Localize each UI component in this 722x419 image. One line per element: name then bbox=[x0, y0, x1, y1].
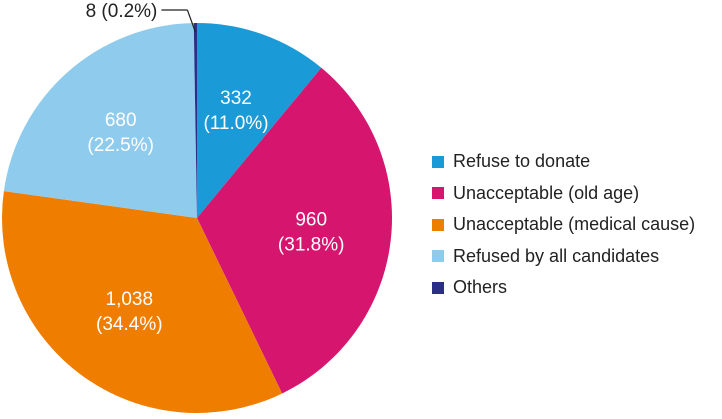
legend-item: Refuse to donate bbox=[432, 146, 695, 178]
legend-label: Unacceptable (medical cause) bbox=[453, 214, 696, 235]
slice-value-label: 680 bbox=[105, 110, 137, 131]
legend-label: Others bbox=[453, 277, 508, 298]
legend-item: Refused by all candidates bbox=[432, 241, 695, 273]
slice-value-label: 960 bbox=[295, 210, 327, 231]
legend-swatch bbox=[432, 155, 444, 168]
slice-value-label: 332 bbox=[220, 88, 252, 109]
pie-slice bbox=[3, 23, 198, 219]
slice-percent-label: (31.8%) bbox=[278, 235, 345, 256]
legend-item: Unacceptable (old age) bbox=[432, 178, 695, 210]
slice-percent-label: (11.0%) bbox=[203, 113, 268, 134]
callout-leader-tick bbox=[186, 9, 196, 33]
pie-slices bbox=[2, 23, 392, 414]
legend-swatch bbox=[432, 187, 444, 200]
slice-percent-label: (22.5%) bbox=[87, 135, 154, 156]
slice-percent-label: (34.4%) bbox=[96, 314, 163, 335]
legend-label: Unacceptable (old age) bbox=[453, 182, 640, 203]
small-slice-callout: 8 (0.2%) bbox=[86, 1, 196, 33]
pie-slice-labels: 332 (11.0%) 960 (31.8%) 1,038 (34.4%) 680 (22.5… bbox=[87, 88, 344, 335]
legend-swatch bbox=[432, 218, 444, 231]
legend-label: Refuse to donate bbox=[453, 151, 591, 172]
chart-legend: Refuse to donate Unacceptable (old age) Un… bbox=[432, 146, 695, 304]
legend-item: Others bbox=[432, 272, 695, 304]
legend-swatch bbox=[432, 250, 444, 263]
callout-label-others: 8 (0.2%) bbox=[86, 1, 158, 22]
pie-slice bbox=[197, 23, 322, 218]
legend-item: Unacceptable (medical cause) bbox=[432, 209, 695, 241]
slice-value-label: 1,038 bbox=[106, 289, 154, 310]
pie-slice bbox=[2, 191, 283, 414]
pie-slice bbox=[193, 23, 197, 218]
pie-slice bbox=[197, 67, 392, 394]
legend-label: Refused by all candidates bbox=[453, 245, 660, 266]
legend-swatch bbox=[432, 281, 444, 294]
